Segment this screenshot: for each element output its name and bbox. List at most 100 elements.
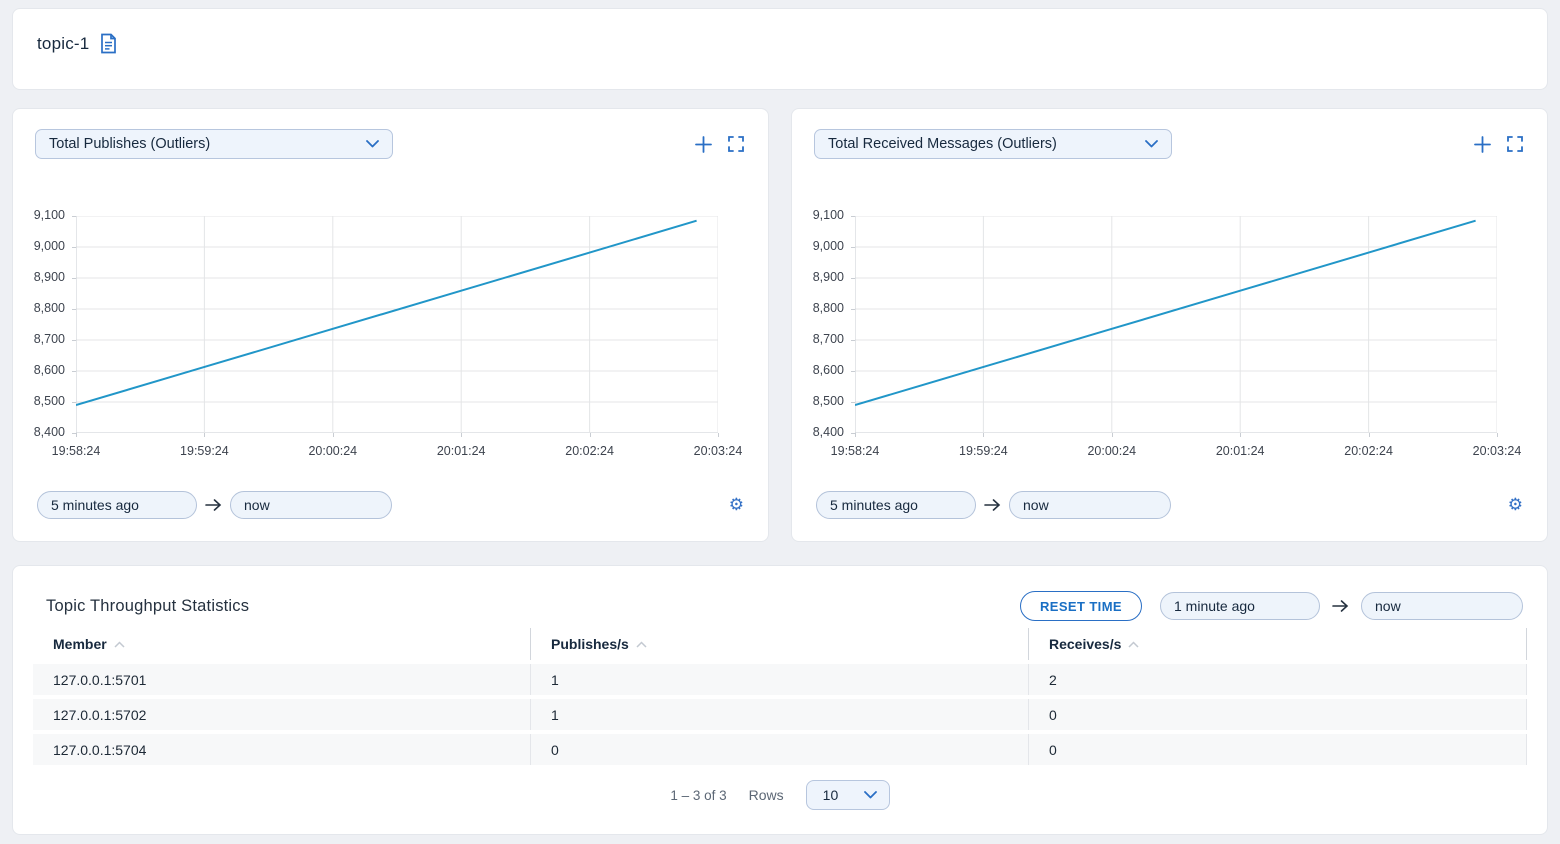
y-axis-tick: [851, 247, 855, 248]
x-axis-tick-label: 20:03:24: [693, 444, 743, 458]
sort-caret-icon: [1128, 640, 1139, 648]
chevron-down-icon: [1145, 140, 1158, 148]
table-time-to-input[interactable]: now: [1361, 592, 1523, 620]
y-axis-tick: [851, 371, 855, 372]
x-axis-tick-label: 20:00:24: [1087, 444, 1137, 458]
x-axis-tick: [589, 433, 591, 437]
column-header-member[interactable]: Member: [33, 628, 530, 660]
y-axis-tick: [72, 402, 76, 403]
fullscreen-button[interactable]: [1507, 136, 1523, 152]
y-axis-tick-label: 8,700: [812, 332, 844, 346]
add-chart-button[interactable]: [695, 135, 712, 153]
document-icon[interactable]: [99, 33, 118, 54]
y-axis-tick-label: 9,000: [812, 239, 844, 253]
settings-gear-icon[interactable]: ⚙: [728, 494, 744, 514]
x-axis-tick-label: 19:58:24: [51, 444, 101, 458]
page-title: topic-1: [37, 33, 90, 53]
y-axis-tick: [851, 309, 855, 310]
y-axis-tick-label: 8,600: [812, 363, 844, 377]
metric-selector-publishes[interactable]: Total Publishes (Outliers): [35, 129, 393, 159]
x-axis-tick-label: 20:01:24: [436, 444, 486, 458]
arrow-right-icon: [205, 498, 222, 512]
received-chart-card: Total Received Messages (Outliers) 9,100…: [791, 108, 1548, 542]
x-axis-tick-label: 19:59:24: [959, 444, 1008, 458]
metric-selector-label: Total Publishes (Outliers): [49, 136, 211, 152]
throughput-statistics-card: Topic Throughput Statistics RESET TIME 1…: [12, 565, 1548, 835]
arrow-right-icon: [1332, 599, 1349, 613]
x-axis-tick: [983, 433, 985, 437]
topic-header-card: topic-1: [12, 8, 1548, 90]
table-time-from-input[interactable]: 1 minute ago: [1160, 592, 1320, 620]
y-axis-tick: [851, 216, 855, 217]
y-axis-tick-label: 8,900: [33, 270, 65, 284]
y-axis-tick-label: 8,800: [812, 301, 844, 315]
sort-caret-icon: [114, 640, 125, 648]
charts-row: Total Publishes (Outliers) 9,100 9,000 8,9…: [12, 108, 1548, 542]
table-time-to-value: now: [1375, 598, 1401, 614]
metric-selector-label: Total Received Messages (Outliers): [828, 136, 1057, 152]
column-header-receives[interactable]: Receives/s: [1028, 628, 1527, 660]
x-axis-tick: [718, 433, 719, 437]
rows-per-page-label: Rows: [748, 787, 784, 803]
y-axis-tick: [851, 402, 855, 403]
y-axis-tick-label: 8,800: [33, 301, 65, 315]
add-chart-button[interactable]: [1474, 135, 1491, 153]
y-axis-tick-label: 8,900: [812, 270, 844, 284]
time-to-input[interactable]: now: [230, 491, 392, 519]
y-axis-tick-label: 8,600: [33, 363, 65, 377]
x-axis-tick: [1368, 433, 1370, 437]
y-axis-tick-label: 8,400: [33, 425, 65, 439]
time-to-input[interactable]: now: [1009, 491, 1171, 519]
rows-per-page-select[interactable]: 10: [805, 780, 890, 810]
arrow-right-icon: [984, 498, 1001, 512]
x-axis-tick: [204, 433, 206, 437]
x-axis-tick: [1497, 433, 1498, 437]
chart-plot-area: [76, 216, 718, 433]
table-title: Topic Throughput Statistics: [46, 596, 250, 615]
x-axis-tick: [1111, 433, 1113, 437]
reset-time-button[interactable]: RESET TIME: [1019, 591, 1142, 621]
x-axis-tick: [76, 433, 77, 437]
settings-gear-icon[interactable]: ⚙: [1507, 494, 1523, 514]
y-axis-tick-label: 8,400: [812, 425, 844, 439]
x-axis-tick-label: 20:01:24: [1215, 444, 1265, 458]
y-axis-tick-label: 8,500: [812, 394, 844, 408]
pagination-bar: 1 – 3 of 3 Rows 10: [33, 780, 1527, 810]
cell-receives: 2: [1028, 664, 1527, 695]
x-axis-tick: [461, 433, 463, 437]
time-from-input[interactable]: 5 minutes ago: [816, 491, 976, 519]
line-chart-publishes: 9,100 9,000 8,900 8,800 8,700 8,600 8,500 8,400…: [13, 208, 768, 468]
x-axis-tick: [1240, 433, 1242, 437]
x-axis-tick-label: 20:03:24: [1472, 444, 1522, 458]
y-axis-tick: [72, 216, 76, 217]
time-to-value: now: [1023, 497, 1049, 513]
cell-publishes: 1: [530, 699, 1028, 730]
y-axis-tick-label: 9,100: [33, 208, 65, 222]
pagination-range: 1 – 3 of 3: [670, 787, 727, 803]
y-axis-tick: [72, 278, 76, 279]
table-row[interactable]: 127.0.0.1:5702 1 0: [33, 699, 1527, 730]
y-axis-tick: [851, 433, 855, 434]
cell-member: 127.0.0.1:5701: [53, 671, 147, 688]
rows-per-page-value: 10: [822, 787, 839, 803]
fullscreen-button[interactable]: [728, 136, 744, 152]
column-header-publishes[interactable]: Publishes/s: [530, 628, 1028, 660]
cell-publishes: 1: [530, 664, 1028, 695]
time-from-value: 5 minutes ago: [51, 497, 139, 513]
y-axis-tick: [72, 309, 76, 310]
metric-selector-received[interactable]: Total Received Messages (Outliers): [814, 129, 1172, 159]
table-row[interactable]: 127.0.0.1:5704 0 0: [33, 734, 1527, 765]
x-axis-tick: [332, 433, 334, 437]
sort-caret-icon: [636, 640, 647, 648]
table-header-row: Member Publishes/s Receives/s: [33, 628, 1527, 660]
table-row[interactable]: 127.0.0.1:5701 1 2: [33, 664, 1527, 695]
time-from-input[interactable]: 5 minutes ago: [37, 491, 197, 519]
x-axis-tick-label: 20:02:24: [565, 444, 614, 458]
cell-receives: 0: [1028, 699, 1527, 730]
cell-member: 127.0.0.1:5704: [53, 741, 147, 758]
chevron-down-icon: [863, 791, 877, 799]
chevron-down-icon: [366, 140, 379, 148]
time-from-value: 5 minutes ago: [830, 497, 918, 513]
x-axis-tick: [855, 433, 856, 437]
cell-member: 127.0.0.1:5702: [53, 706, 147, 723]
